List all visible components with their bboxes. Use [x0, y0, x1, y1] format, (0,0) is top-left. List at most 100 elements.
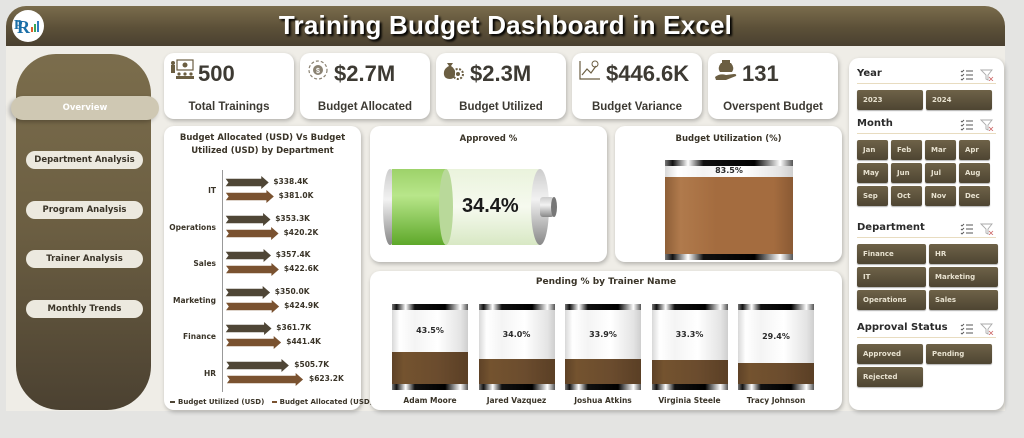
kpi-label: Total Trainings — [188, 101, 270, 113]
battery-gauge-icon — [383, 169, 557, 245]
kpi-value: 500 — [198, 61, 235, 86]
slicer-option-year-2024[interactable]: 2024 — [926, 90, 992, 110]
clear-filter-icon[interactable] — [979, 118, 994, 132]
slicer-option-month-sep[interactable]: Sep — [857, 186, 888, 206]
approved-percent-card: Approved % 34.4% — [370, 126, 607, 262]
legend-allocated: Budget Allocated (USD) — [279, 398, 373, 406]
legend-swatch-utilized — [170, 401, 175, 403]
budget-by-department-chart: Budget Allocated (USD) Vs Budget Utilize… — [164, 126, 373, 410]
clear-filter-icon[interactable] — [979, 322, 994, 336]
slicer-option-month-feb[interactable]: Feb — [891, 140, 922, 160]
logo-icon: R P — [12, 10, 44, 42]
slicer-option-approval-rejected[interactable]: Rejected — [857, 367, 923, 387]
sidebar-nav: Overview Department Analysis Program Ana… — [11, 54, 159, 410]
multi-select-icon[interactable] — [960, 322, 974, 335]
utilized-arrow-bar — [225, 176, 269, 189]
slicer-option-month-aug[interactable]: Aug — [959, 163, 990, 183]
chart-title: Budget Utilization (%) — [675, 134, 782, 144]
pending-fill — [392, 352, 468, 384]
slicer-option-department-sales[interactable]: Sales — [929, 290, 998, 310]
data-label: $350.0K — [274, 286, 310, 296]
cylinder-rim — [565, 304, 641, 310]
slicer-header-year: Year — [857, 66, 996, 84]
category-label: Finance — [183, 332, 216, 341]
kpi-total-trainings: 500 Total Trainings — [164, 53, 294, 119]
kpi-label: Budget Variance — [591, 101, 683, 113]
sidebar-item-program-analysis[interactable]: Program Analysis — [26, 201, 143, 219]
filter-panel: Year 2023 2024 Month Jan Feb Mar Apr May Jun Jul… — [849, 58, 1004, 410]
pending-value: 33.9% — [589, 329, 617, 339]
slicer-option-month-jul[interactable]: Jul — [925, 163, 956, 183]
utilized-arrow-bar — [225, 212, 271, 226]
header-bar: R P Training Budget Dashboard in Excel — [6, 6, 1005, 46]
chart-title: Approved % — [459, 134, 518, 144]
slicer-option-month-dec[interactable]: Dec — [959, 186, 990, 206]
slicer-title: Department — [857, 222, 925, 233]
slicer-option-month-jan[interactable]: Jan — [857, 140, 888, 160]
chart-legend: Budget Utilized (USD) Budget Allocated (… — [170, 398, 373, 406]
kpi-value: 131 — [742, 61, 779, 86]
category-label: IT — [208, 186, 216, 195]
kpi-label: Budget Allocated — [317, 101, 413, 113]
budget-utilization-card: Budget Utilization (%) 83.5% — [615, 126, 842, 262]
slicer-header-department: Department — [857, 220, 996, 238]
data-label: $422.6K — [283, 264, 319, 273]
data-label: $424.9K — [284, 300, 319, 310]
multi-select-icon[interactable] — [960, 118, 974, 131]
trainer-name-label: Virginia Steele — [658, 396, 721, 405]
pending-value: 33.3% — [675, 330, 704, 339]
cylinder-rim — [738, 384, 814, 390]
multi-select-icon[interactable] — [960, 222, 974, 235]
clear-filter-icon[interactable] — [979, 68, 994, 82]
cylinder-rim — [651, 304, 728, 310]
slicer-option-month-apr[interactable]: Apr — [959, 140, 990, 160]
slicer-option-approval-pending[interactable]: Pending — [926, 344, 992, 364]
legend-utilized: Budget Utilized (USD) — [178, 398, 265, 406]
trainer-name-label: Jared Vazquez — [486, 396, 547, 405]
slicer-option-department-finance[interactable]: Finance — [857, 244, 926, 264]
sidebar-item-overview[interactable]: Overview — [11, 96, 159, 120]
dashboard: R P Training Budget Dashboard in Excel O… — [6, 6, 1005, 411]
slicer-option-month-nov[interactable]: Nov — [925, 186, 956, 206]
allocated-arrow-bar — [226, 336, 282, 349]
slicer-header-approval: Approval Status — [857, 320, 996, 338]
pending-fill — [565, 359, 641, 384]
slicer-option-month-jun[interactable]: Jun — [891, 163, 922, 183]
utilization-cylinder: 83.5% — [665, 160, 793, 260]
pending-cylinder: 33.9% — [565, 304, 641, 390]
data-label: $505.7K — [294, 359, 330, 369]
slicer-option-department-operations[interactable]: Operations — [857, 290, 926, 310]
sidebar-item-department-analysis[interactable]: Department Analysis — [26, 151, 143, 169]
kpi-label: Budget Utilized — [459, 101, 543, 113]
cylinder-rim — [392, 304, 468, 310]
legend-swatch-allocated — [271, 401, 277, 403]
slicer-option-approval-approved[interactable]: Approved — [857, 344, 923, 364]
sidebar-item-trainer-analysis[interactable]: Trainer Analysis — [26, 250, 143, 268]
slicer-option-month-oct[interactable]: Oct — [891, 186, 922, 206]
allocated-arrow-bar — [226, 299, 280, 313]
slicer-option-month-mar[interactable]: Mar — [925, 140, 956, 160]
slicer-header-month: Month — [857, 116, 996, 134]
chart-title: Budget Allocated (USD) Vs Budget Utilize… — [179, 133, 346, 156]
slicer-option-year-2023[interactable]: 2023 — [857, 90, 923, 110]
cylinder-rim — [665, 254, 793, 260]
pending-cylinder: 34.0% — [478, 304, 555, 390]
multi-select-icon[interactable] — [960, 68, 974, 81]
slicer-option-department-it[interactable]: IT — [857, 267, 926, 287]
slicer-option-department-marketing[interactable]: Marketing — [929, 267, 998, 287]
chart-axis — [222, 170, 223, 392]
slicer-option-department-hr[interactable]: HR — [929, 244, 998, 264]
svg-text:$: $ — [316, 68, 320, 75]
pending-by-trainer-chart: Pending % by Trainer Name 43.5% Adam Moor… — [370, 271, 842, 410]
cylinder-rim — [478, 304, 555, 310]
training-presentation-icon — [171, 59, 194, 79]
sidebar-item-monthly-trends[interactable]: Monthly Trends — [26, 300, 143, 318]
slicer-option-month-may[interactable]: May — [857, 163, 888, 183]
category-label: Operations — [169, 222, 216, 232]
clear-filter-icon[interactable] — [979, 222, 994, 236]
category-label: Marketing — [173, 295, 216, 305]
cylinder-rim — [478, 384, 555, 390]
data-label: $338.4K — [273, 177, 309, 186]
svg-text:R: R — [17, 17, 31, 37]
pending-fill — [651, 360, 728, 384]
